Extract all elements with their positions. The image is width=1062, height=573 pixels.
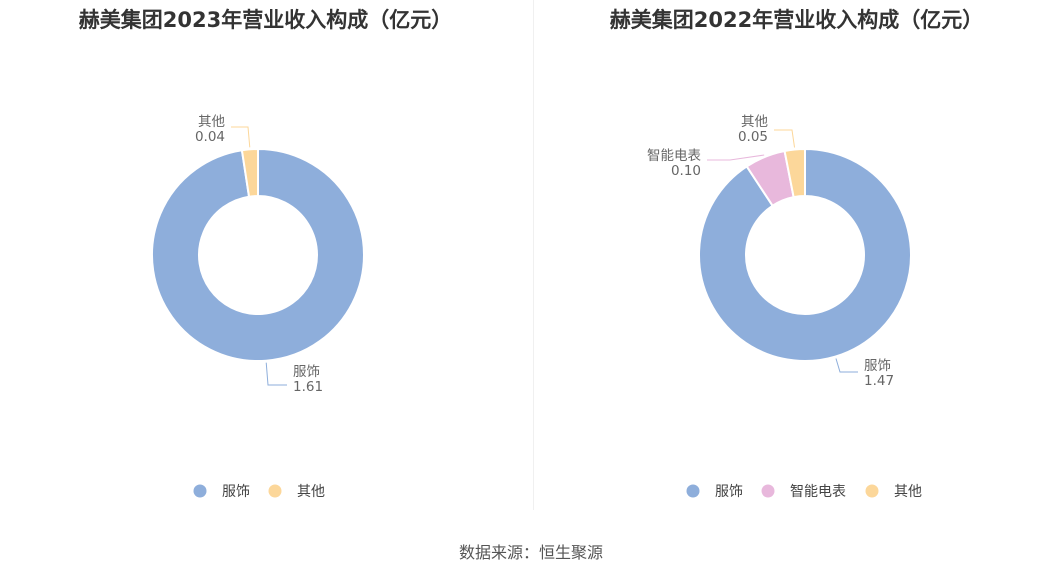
leader-line-1-2: [774, 129, 796, 148]
slice-category-label-0-0: 服饰: [293, 364, 320, 380]
legend-marker-0-1[interactable]: [268, 484, 282, 498]
legend-marker-1-0[interactable]: [686, 484, 700, 498]
slice-0-1[interactable]: [240, 147, 259, 198]
legend-label-0-0[interactable]: 服饰: [222, 484, 250, 500]
legend-marker-1-2[interactable]: [865, 484, 879, 498]
data-source: 数据来源：恒生聚源: [458, 543, 603, 562]
legend-label-1-0[interactable]: 服饰: [715, 484, 743, 500]
slice-value-label-0-0: 1.61: [293, 379, 323, 395]
leader-line-0-0: [265, 362, 287, 386]
slice-value-label-0-1: 0.04: [195, 129, 225, 145]
leader-line-1-0: [835, 358, 858, 373]
slice-value-label-1-0: 1.47: [864, 373, 894, 389]
slice-category-label-1-2: 其他: [741, 114, 768, 130]
legend-marker-1-1[interactable]: [761, 484, 775, 498]
slice-1-0[interactable]: [698, 147, 912, 362]
slice-value-label-1-2: 0.05: [738, 129, 768, 145]
leader-line-1-1: [707, 154, 765, 161]
slice-category-label-1-0: 服饰: [864, 358, 891, 374]
chart-title-2022: 赫美集团2022年营业收入构成（亿元）: [609, 8, 984, 32]
slice-category-label-0-1: 其他: [198, 114, 225, 130]
legend-label-1-2[interactable]: 其他: [894, 484, 922, 500]
slice-category-label-1-1: 智能电表: [647, 148, 701, 164]
legend-label-1-1[interactable]: 智能电表: [790, 484, 846, 500]
panel-divider: [533, 0, 534, 510]
slice-0-0[interactable]: [151, 147, 365, 362]
slice-value-label-1-1: 0.10: [671, 163, 701, 179]
legend-marker-0-0[interactable]: [193, 484, 207, 498]
chart-title-2023: 赫美集团2023年营业收入构成（亿元）: [78, 8, 453, 32]
legend-label-0-1[interactable]: 其他: [297, 484, 325, 500]
leader-line-0-1: [231, 126, 251, 148]
slice-1-2[interactable]: [783, 147, 806, 199]
